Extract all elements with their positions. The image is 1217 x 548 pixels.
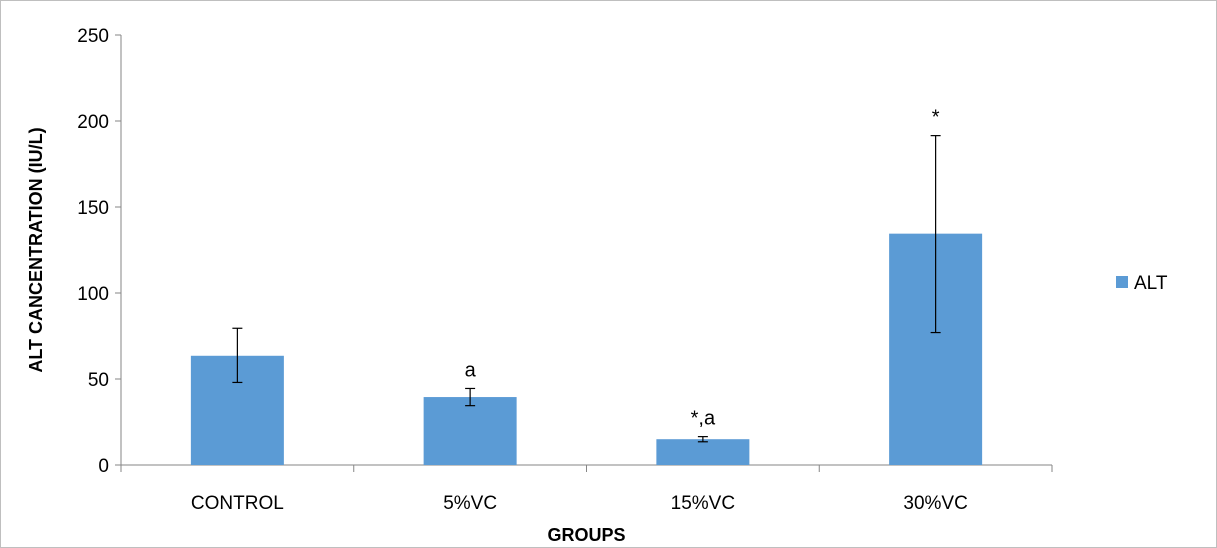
x-axis-title: GROUPS [547,525,625,545]
y-axis-title: ALT CANCENTRATION (IU/L) [26,127,46,372]
y-tick-label: 50 [88,370,109,391]
x-tick-label: 15%VC [671,493,735,514]
legend-swatch [1116,276,1128,288]
y-tick-label: 200 [77,112,109,133]
x-tick-label: 30%VC [903,493,967,514]
x-tick-label: 5%VC [443,493,497,514]
y-tick-label: 0 [98,456,109,477]
y-tick-label: 250 [77,26,109,47]
bars [190,233,983,465]
legend-label: ALT [1134,273,1168,294]
bar-5-vc [423,397,517,465]
x-tick-label: CONTROL [191,493,284,514]
labels: CONTROL 5%VC a 15%VC *,a 30%VC * GROUPS ALT CANC… [26,107,968,545]
y-tick-label: 150 [77,198,109,219]
error-bars [232,135,941,443]
bar-15-vc [656,439,750,465]
significance-annotation: * [932,107,940,129]
significance-annotation: a [465,359,477,381]
y-tick-label: 100 [77,284,109,305]
legend: ALT [1116,273,1168,294]
significance-annotation: *,a [691,408,716,430]
